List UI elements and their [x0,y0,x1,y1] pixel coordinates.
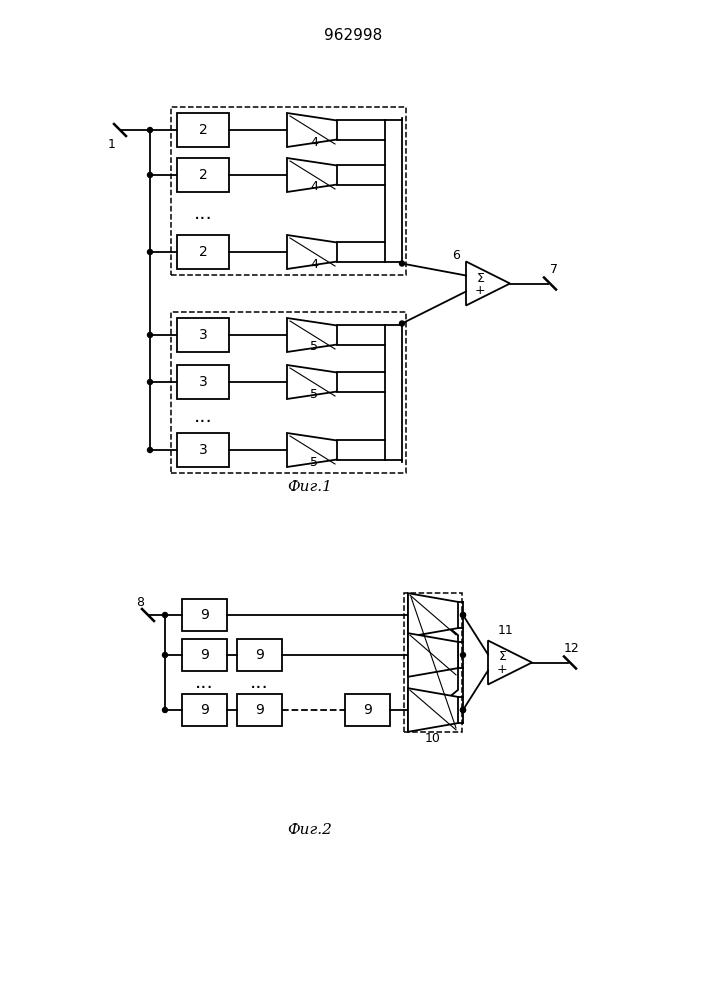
Circle shape [148,249,153,254]
Circle shape [163,612,168,617]
Polygon shape [287,235,337,269]
Text: ...: ... [195,673,214,692]
Text: Σ: Σ [498,650,506,664]
Text: 3: 3 [199,375,207,389]
Text: 1: 1 [108,137,116,150]
Circle shape [163,708,168,712]
Text: 11: 11 [498,624,514,637]
Text: 9: 9 [363,703,372,717]
Polygon shape [287,318,337,352]
Text: 3: 3 [199,443,207,457]
Bar [177,318,229,352]
Text: 6: 6 [452,249,460,262]
Polygon shape [408,688,458,732]
Bar [177,433,229,467]
Circle shape [148,379,153,384]
Bar [182,694,227,726]
Polygon shape [466,261,510,306]
Text: 5: 5 [310,340,318,354]
Circle shape [148,172,153,178]
Bar [345,694,390,726]
Bar [171,107,406,275]
Bar [237,639,282,671]
Text: 5: 5 [310,456,318,468]
Circle shape [148,332,153,338]
Text: Фиг.2: Фиг.2 [288,823,332,837]
Text: 4: 4 [310,135,318,148]
Polygon shape [488,641,532,684]
Circle shape [460,708,465,712]
Text: +: + [475,284,486,297]
Text: Фиг.1: Фиг.1 [288,480,332,494]
Text: 3: 3 [199,328,207,342]
Polygon shape [287,433,337,467]
Bar [177,235,229,269]
Polygon shape [287,365,337,399]
Text: 5: 5 [310,387,318,400]
Text: 12: 12 [564,642,580,655]
Text: ...: ... [194,406,212,426]
Bar [177,158,229,192]
Text: 2: 2 [199,245,207,259]
Circle shape [460,612,465,617]
Text: 9: 9 [255,648,264,662]
Bar [182,639,227,671]
Circle shape [148,127,153,132]
Polygon shape [287,158,337,192]
Polygon shape [408,594,458,731]
Bar [404,593,462,732]
Bar [177,113,229,147]
Polygon shape [408,593,458,637]
Bar [237,694,282,726]
Circle shape [399,321,404,326]
Text: 2: 2 [199,168,207,182]
Text: +: + [497,663,508,676]
Text: 9: 9 [200,703,209,717]
Text: ...: ... [250,673,269,692]
Circle shape [148,448,153,452]
Text: Σ: Σ [477,271,484,284]
Text: 962998: 962998 [324,27,382,42]
Text: 9: 9 [255,703,264,717]
Text: 7: 7 [550,263,558,276]
Bar [171,312,406,473]
Circle shape [460,652,465,658]
Text: 9: 9 [200,608,209,622]
Circle shape [460,708,465,712]
Text: ...: ... [194,204,212,223]
Circle shape [163,652,168,658]
Text: 4: 4 [310,180,318,194]
Text: 9: 9 [200,648,209,662]
Text: 4: 4 [310,257,318,270]
Polygon shape [287,113,337,147]
Polygon shape [408,633,458,677]
Text: 8: 8 [136,596,144,609]
Text: 2: 2 [199,123,207,137]
Bar [177,365,229,399]
Circle shape [460,612,465,617]
Bar [182,599,227,631]
Text: 10: 10 [425,732,441,746]
Circle shape [399,261,404,266]
